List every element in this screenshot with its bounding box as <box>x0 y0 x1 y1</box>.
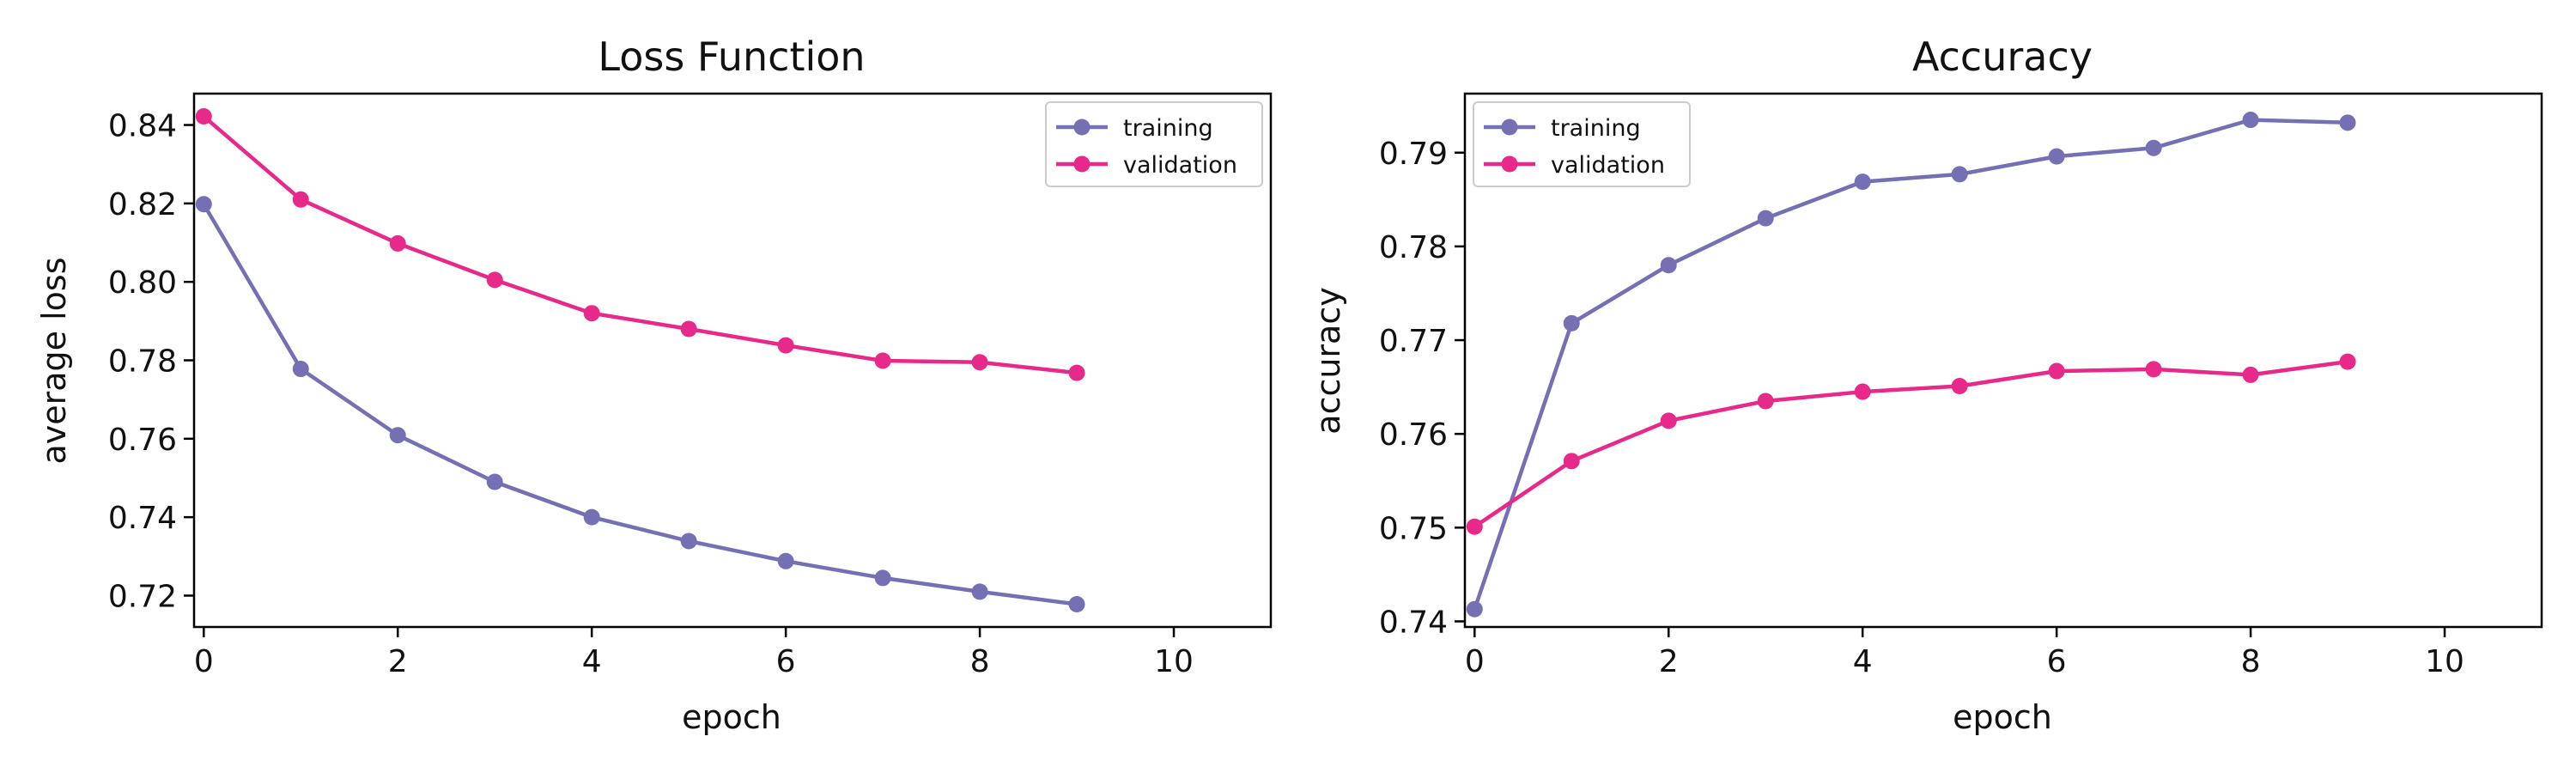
loss-y-tick-label: 0.82 <box>108 187 177 222</box>
loss-training-point <box>389 427 406 444</box>
loss-y-axis-label: average loss <box>35 257 73 464</box>
accuracy-legend: training validation <box>1473 101 1691 187</box>
loss-series <box>195 107 1085 613</box>
loss-validation-point <box>777 337 794 354</box>
accuracy-x-tick-label: 2 <box>1659 644 1679 679</box>
loss-validation-point <box>971 354 988 371</box>
accuracy-x-tick-label: 8 <box>2241 644 2261 679</box>
accuracy-training-line <box>1473 118 2348 611</box>
loss-training-point <box>583 508 600 526</box>
loss-training-point <box>971 583 988 600</box>
loss-validation-point <box>874 352 891 369</box>
accuracy-y-tick-label: 0.75 <box>1379 511 1448 546</box>
loss-x-tick-label: 10 <box>1154 644 1194 679</box>
accuracy-legend-training-label: training <box>1551 115 1641 142</box>
accuracy-x-tick-label: 0 <box>1465 644 1485 679</box>
loss-legend-validation-label: validation <box>1123 152 1237 179</box>
loss-y-tick-label: 0.76 <box>108 423 177 458</box>
accuracy-training-point <box>1563 314 1580 332</box>
accuracy-training-point <box>2339 114 2356 131</box>
loss-training-point <box>195 196 212 213</box>
loss-legend-training-marker <box>1073 119 1091 136</box>
loss-validation-point <box>195 107 212 125</box>
accuracy-legend-validation-marker <box>1501 155 1518 173</box>
accuracy-training-point <box>2145 139 2162 156</box>
loss-training-point <box>486 473 503 490</box>
loss-legend-training-label: training <box>1123 115 1213 142</box>
loss-x-tick-label: 0 <box>194 644 214 679</box>
accuracy-training-point <box>1951 166 1968 183</box>
loss-x-tick-label: 6 <box>776 644 796 679</box>
loss-x-axis-label: epoch <box>682 698 781 736</box>
accuracy-validation-point <box>2048 362 2065 380</box>
accuracy-x-tick-label: 10 <box>2425 644 2464 679</box>
loss-chart: Loss Function epoch average loss 0 2 4 6 8 10… <box>35 33 1273 736</box>
loss-y-tick-label: 0.72 <box>108 579 177 614</box>
accuracy-validation-point <box>1563 453 1580 470</box>
loss-validation-line <box>202 114 1078 375</box>
accuracy-validation-point <box>1757 393 1774 410</box>
accuracy-validation-point <box>2242 366 2259 383</box>
accuracy-y-tick-label: 0.74 <box>1379 605 1448 640</box>
loss-training-point <box>292 361 309 378</box>
loss-chart-title: Loss Function <box>598 33 865 80</box>
loss-training-point <box>777 552 794 569</box>
accuracy-y-axis-label: accuracy <box>1309 287 1347 434</box>
accuracy-training-point <box>2048 148 2065 165</box>
loss-y-tick-label: 0.84 <box>108 109 177 144</box>
loss-y-tick-label: 0.80 <box>108 265 177 301</box>
accuracy-plot-frame <box>1463 92 2543 629</box>
loss-training-point <box>874 569 891 587</box>
accuracy-x-tick-label: 4 <box>1853 644 1873 679</box>
loss-x-tick-label: 8 <box>970 644 990 679</box>
loss-y-tick-label: 0.74 <box>108 501 177 536</box>
accuracy-legend-training-marker <box>1501 119 1518 136</box>
accuracy-y-tick-label: 0.77 <box>1379 324 1448 359</box>
loss-validation-point <box>583 305 600 322</box>
accuracy-y-tick-label: 0.76 <box>1379 417 1448 453</box>
loss-training-point <box>680 533 697 550</box>
loss-validation-point <box>292 191 309 208</box>
loss-validation-point <box>486 271 503 289</box>
accuracy-x-ticks: 0 2 4 6 8 10 <box>1465 627 2464 679</box>
accuracy-validation-point <box>1951 378 1968 395</box>
accuracy-training-point <box>2242 112 2259 129</box>
loss-training-line <box>202 203 1078 606</box>
loss-validation-point <box>1068 364 1085 381</box>
loss-training-point <box>1068 596 1085 613</box>
accuracy-validation-point <box>2145 361 2162 378</box>
accuracy-chart: Accuracy epoch accuracy 0 2 4 6 8 10 0.74 0.75… <box>1309 33 2543 736</box>
accuracy-validation-point <box>1466 518 1483 535</box>
loss-plot-frame <box>192 92 1273 629</box>
accuracy-legend-validation-label: validation <box>1551 152 1665 179</box>
accuracy-validation-point <box>2339 353 2356 370</box>
accuracy-y-ticks: 0.74 0.75 0.76 0.77 0.78 0.79 <box>1379 137 1465 640</box>
accuracy-y-tick-label: 0.78 <box>1379 230 1448 265</box>
accuracy-validation-point <box>1660 412 1677 429</box>
accuracy-validation-line <box>1473 359 2348 529</box>
accuracy-training-point <box>1854 173 1871 191</box>
accuracy-training-point <box>1466 600 1483 618</box>
accuracy-series <box>1466 112 2356 618</box>
loss-x-tick-label: 2 <box>388 644 408 679</box>
loss-validation-point <box>680 320 697 338</box>
accuracy-chart-title: Accuracy <box>1912 33 2093 80</box>
loss-validation-point <box>389 234 406 252</box>
loss-x-ticks: 0 2 4 6 8 10 <box>194 627 1194 679</box>
accuracy-training-point <box>1757 210 1774 227</box>
accuracy-x-tick-label: 6 <box>2047 644 2067 679</box>
loss-legend-validation-marker <box>1073 155 1091 173</box>
loss-y-ticks: 0.72 0.74 0.76 0.78 0.80 0.82 0.84 <box>108 109 194 614</box>
accuracy-y-tick-label: 0.79 <box>1379 137 1448 172</box>
loss-y-tick-label: 0.78 <box>108 344 177 380</box>
accuracy-training-point <box>1660 257 1677 274</box>
loss-x-tick-label: 4 <box>582 644 602 679</box>
accuracy-validation-point <box>1854 383 1871 400</box>
accuracy-x-axis-label: epoch <box>1953 698 2052 736</box>
loss-legend: training validation <box>1045 101 1263 187</box>
